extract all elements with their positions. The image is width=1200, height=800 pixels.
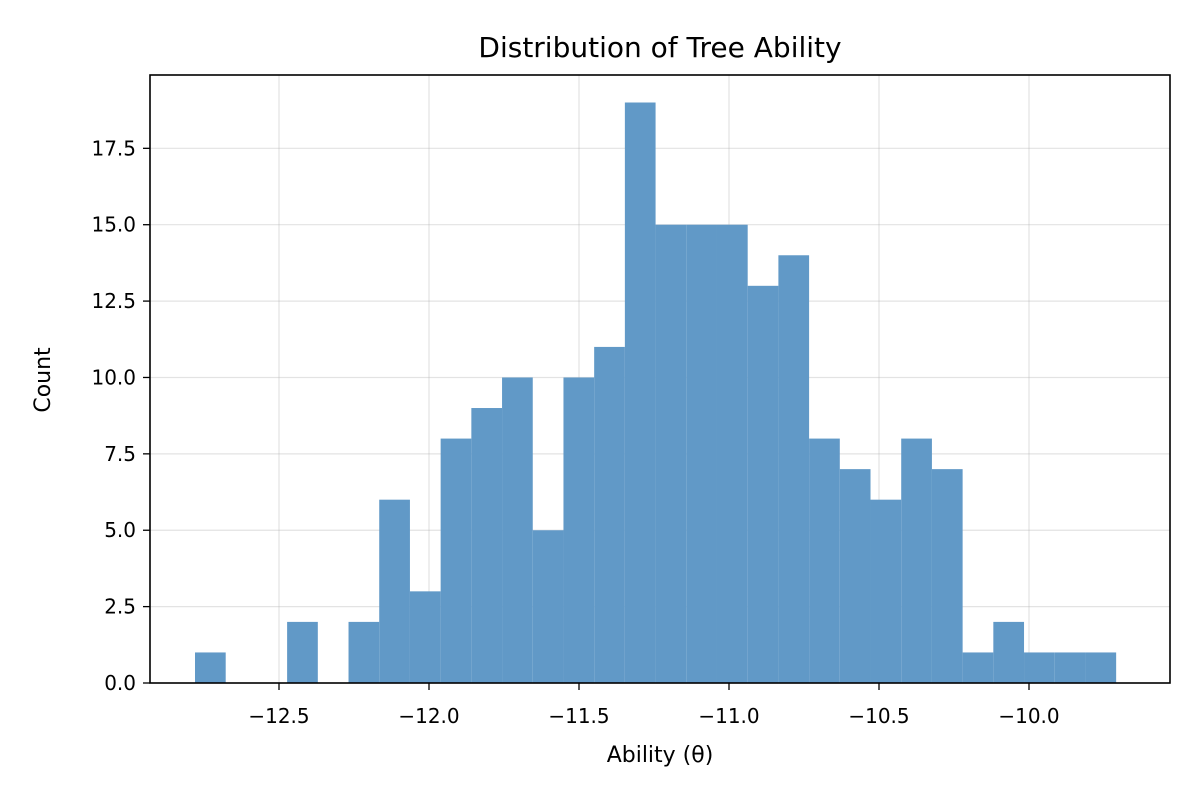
y-tick-label: 17.5	[91, 136, 136, 160]
x-tick-label: −12.5	[248, 704, 309, 728]
histogram-bar	[409, 591, 441, 683]
x-tick-label: −12.0	[398, 704, 459, 728]
histogram-bar	[686, 224, 717, 683]
y-tick-label: 10.0	[91, 365, 136, 389]
histogram-bar	[624, 102, 656, 683]
histogram-bar	[440, 438, 472, 683]
y-tick-label: 5.0	[104, 518, 136, 542]
histogram-bar	[532, 530, 564, 683]
histogram-bar	[1024, 652, 1055, 683]
histogram-bar	[993, 621, 1025, 683]
x-tick-label: −11.0	[698, 704, 759, 728]
y-tick-label: 12.5	[91, 289, 136, 313]
histogram-bars	[195, 102, 1117, 684]
histogram-bar	[931, 469, 963, 683]
histogram-bar	[655, 224, 687, 683]
x-tick-label: −10.0	[998, 704, 1059, 728]
histogram-bar	[839, 469, 871, 683]
histogram-bar	[1085, 652, 1117, 683]
x-axis-label: Ability (θ)	[607, 743, 714, 768]
histogram-bar	[870, 499, 902, 683]
x-tick-label: −10.5	[848, 704, 909, 728]
histogram-bar	[287, 621, 318, 683]
histogram-bar	[348, 621, 380, 683]
histogram-bar	[962, 652, 994, 683]
y-tick-label: 0.0	[104, 671, 136, 695]
histogram-bar	[379, 499, 410, 683]
histogram-bar	[502, 377, 533, 683]
histogram-bar	[563, 377, 595, 683]
histogram-bar	[747, 285, 779, 683]
histogram-bar	[901, 438, 932, 683]
histogram-bar	[594, 346, 625, 683]
x-tick-label: −11.5	[548, 704, 609, 728]
histogram-bar	[195, 652, 226, 683]
x-axis-ticks: −12.5 −12.0 −11.5 −11.0 −10.5 −10.0	[248, 683, 1060, 728]
y-axis-label: Count	[31, 347, 56, 413]
y-tick-label: 7.5	[104, 442, 136, 466]
chart-title: Distribution of Tree Ability	[478, 31, 841, 64]
histogram-bar	[471, 408, 503, 683]
plot-frame	[149, 74, 1171, 684]
histogram-bar	[809, 438, 840, 683]
histogram-bar	[716, 224, 748, 683]
y-axis-ticks: 0.0 2.5 5.0 7.5 10.0 12.5 15.0 17.5	[91, 136, 150, 695]
y-tick-label: 15.0	[91, 213, 136, 237]
y-tick-label: 2.5	[104, 595, 136, 619]
histogram-bar	[1054, 652, 1086, 683]
histogram-bar	[778, 255, 810, 684]
